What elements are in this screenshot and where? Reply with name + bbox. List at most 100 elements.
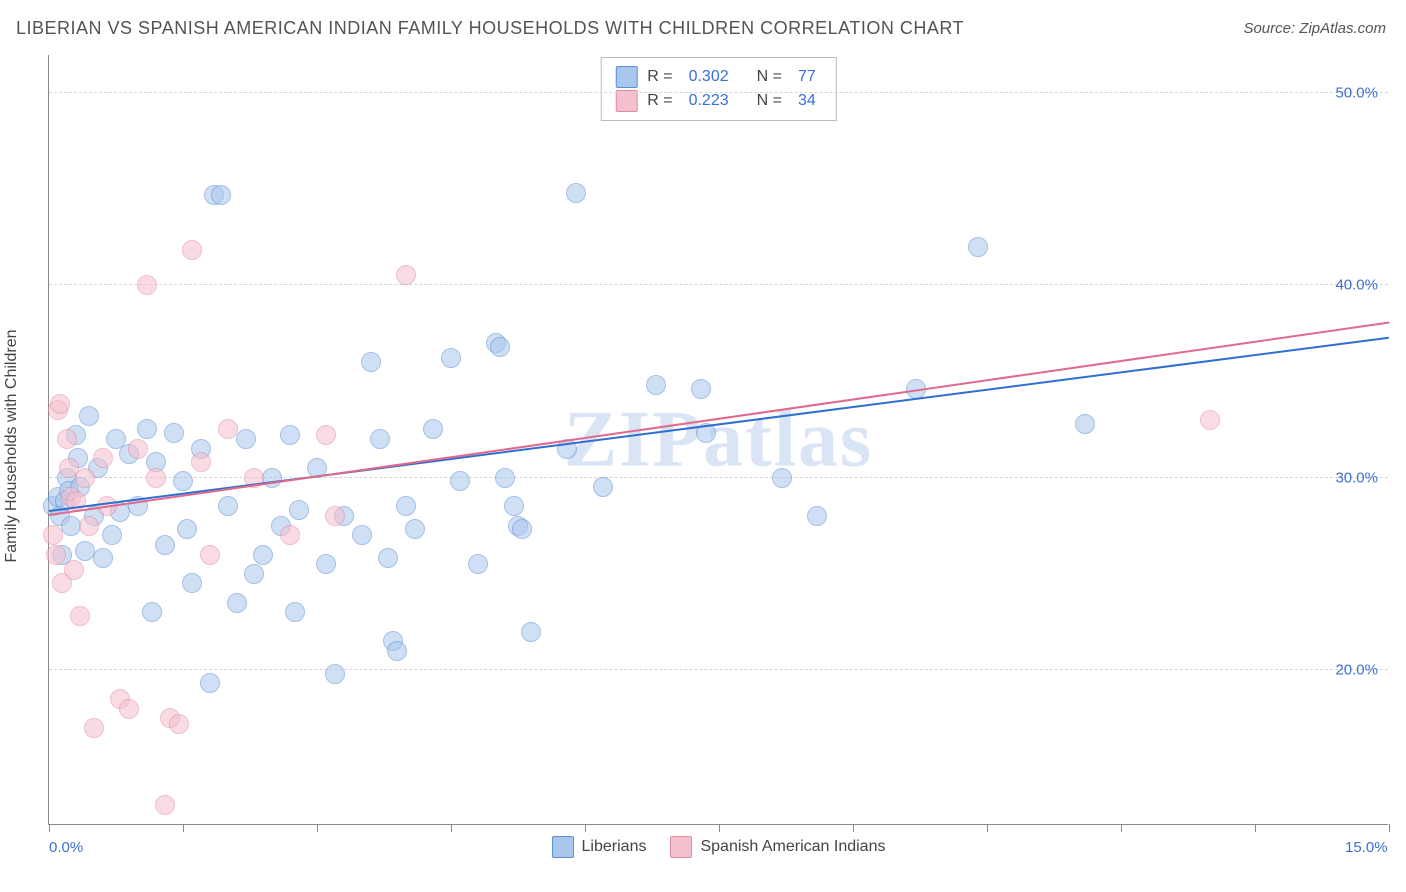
legend-item: Liberians [552, 836, 647, 858]
data-point [169, 714, 189, 734]
x-tick [317, 824, 318, 832]
data-point [1200, 410, 1220, 430]
data-point [521, 622, 541, 642]
watermark: ZIPatlas [564, 394, 873, 485]
data-point [593, 477, 613, 497]
data-point [50, 394, 70, 414]
data-point [200, 545, 220, 565]
data-point [177, 519, 197, 539]
x-tick [987, 824, 988, 832]
data-point [423, 419, 443, 439]
y-tick-label: 50.0% [1335, 84, 1378, 101]
data-point [495, 468, 515, 488]
r-label: R = [647, 92, 672, 110]
y-tick-label: 20.0% [1335, 662, 1378, 679]
data-point [512, 519, 532, 539]
corr-row: R = 0.223 N = 34 [615, 90, 822, 112]
data-point [370, 429, 390, 449]
x-tick-label: 0.0% [49, 839, 83, 856]
legend-label: Spanish American Indians [700, 838, 885, 856]
data-point [43, 525, 63, 545]
data-point [1075, 414, 1095, 434]
data-point [173, 471, 193, 491]
data-point [325, 506, 345, 526]
data-point [280, 525, 300, 545]
data-point [396, 265, 416, 285]
data-point [218, 419, 238, 439]
x-tick [49, 824, 50, 832]
x-tick [1255, 824, 1256, 832]
data-point [289, 500, 309, 520]
data-point [361, 352, 381, 372]
data-point [646, 375, 666, 395]
data-point [155, 795, 175, 815]
x-tick-label: 15.0% [1345, 839, 1388, 856]
data-point [79, 516, 99, 536]
data-point [566, 183, 586, 203]
swatch-icon [615, 66, 637, 88]
data-point [128, 439, 148, 459]
data-point [146, 468, 166, 488]
data-point [691, 379, 711, 399]
data-point [182, 573, 202, 593]
r-value: 0.223 [689, 92, 729, 110]
data-point [70, 606, 90, 626]
data-point [490, 337, 510, 357]
data-point [253, 545, 273, 565]
data-point [227, 593, 247, 613]
data-point [468, 554, 488, 574]
chart-title: LIBERIAN VS SPANISH AMERICAN INDIAN FAMI… [16, 18, 964, 39]
y-tick-label: 40.0% [1335, 277, 1378, 294]
gridline [49, 284, 1388, 285]
data-point [504, 496, 524, 516]
data-point [191, 452, 211, 472]
x-tick [853, 824, 854, 832]
swatch-icon [670, 836, 692, 858]
data-point [378, 548, 398, 568]
data-point [93, 548, 113, 568]
swatch-icon [615, 90, 637, 112]
x-tick [183, 824, 184, 832]
data-point [325, 664, 345, 684]
data-point [280, 425, 300, 445]
corr-row: R = 0.302 N = 77 [615, 66, 822, 88]
x-tick [1121, 824, 1122, 832]
data-point [285, 602, 305, 622]
data-point [450, 471, 470, 491]
data-point [75, 468, 95, 488]
swatch-icon [552, 836, 574, 858]
n-label: N = [757, 68, 782, 86]
data-point [182, 240, 202, 260]
legend-item: Spanish American Indians [670, 836, 885, 858]
data-point [102, 525, 122, 545]
data-point [396, 496, 416, 516]
legend-label: Liberians [582, 838, 647, 856]
data-point [244, 564, 264, 584]
data-point [93, 448, 113, 468]
gridline [49, 669, 1388, 670]
data-point [387, 641, 407, 661]
correlation-box: R = 0.302 N = 77 R = 0.223 N = 34 [600, 57, 837, 121]
y-axis-label: Family Households with Children [3, 330, 21, 563]
x-tick [585, 824, 586, 832]
data-point [164, 423, 184, 443]
data-point [807, 506, 827, 526]
data-point [200, 673, 220, 693]
scatter-plot: ZIPatlas R = 0.302 N = 77 R = 0.223 N = … [48, 55, 1388, 825]
x-tick [451, 824, 452, 832]
data-point [968, 237, 988, 257]
data-point [236, 429, 256, 449]
data-point [316, 425, 336, 445]
data-point [441, 348, 461, 368]
data-point [137, 419, 157, 439]
n-value: 34 [798, 92, 816, 110]
y-tick-label: 30.0% [1335, 469, 1378, 486]
data-point [64, 560, 84, 580]
r-value: 0.302 [689, 68, 729, 86]
x-tick [719, 824, 720, 832]
data-point [119, 699, 139, 719]
data-point [84, 718, 104, 738]
source-attribution: Source: ZipAtlas.com [1243, 20, 1386, 37]
n-label: N = [757, 92, 782, 110]
legend: Liberians Spanish American Indians [552, 836, 886, 858]
